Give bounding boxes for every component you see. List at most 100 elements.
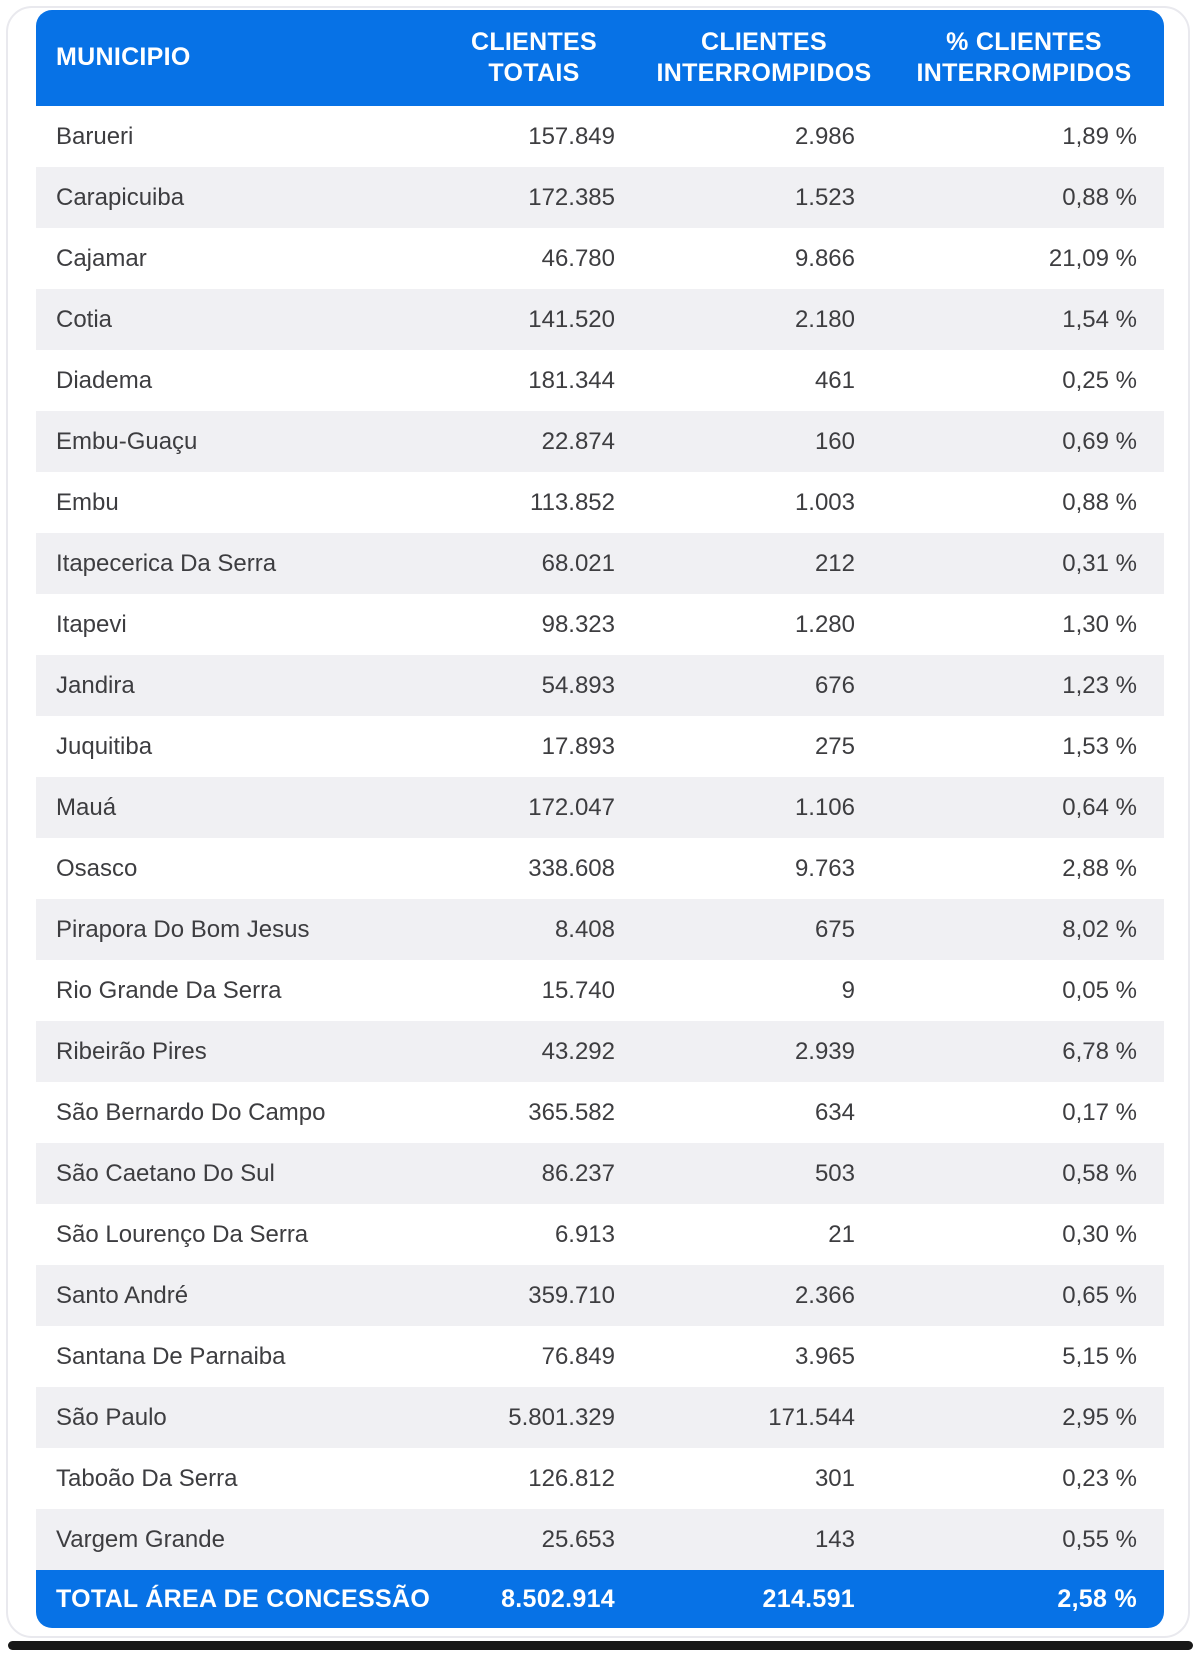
municipality-cell: Embu [56,488,119,516]
table-row: Juquitiba 17.893 275 1,53 % [36,716,1164,777]
pct-interrompidos-cell: 0,30 % [1062,1220,1137,1248]
table-header-row: MUNICIPIO CLIENTES TOTAIS CLIENTES INTER… [36,10,1164,106]
pct-interrompidos-cell: 6,78 % [1062,1037,1137,1065]
clientes-interrompidos-cell: 461 [814,366,855,394]
municipality-cell: São Bernardo Do Campo [56,1098,326,1126]
table-row: Embu 113.852 1.003 0,88 % [36,472,1164,533]
clientes-interrompidos-cell: 3.965 [794,1342,855,1370]
municipality-cell: Santana De Parnaiba [56,1342,286,1370]
clientes-interrompidos-cell: 2.180 [794,305,855,333]
pct-interrompidos-cell: 21,09 % [1048,244,1137,272]
municipality-cell: Santo André [56,1281,189,1309]
municipality-cell: Osasco [56,854,138,882]
clientes-interrompidos-cell: 212 [814,549,855,577]
table-row: Barueri 157.849 2.986 1,89 % [36,106,1164,167]
clientes-totais-cell: 98.323 [541,610,615,638]
table-row: Cajamar 46.780 9.866 21,09 % [36,228,1164,289]
municipality-cell: São Caetano Do Sul [56,1159,275,1187]
clientes-totais-cell: 76.849 [541,1342,615,1370]
clientes-interrompidos-cell: 9.866 [794,244,855,272]
clientes-totais-cell: 5.801.329 [508,1403,615,1431]
col-header-clientes-interrompidos: CLIENTES INTERROMPIDOS [656,27,872,87]
pct-interrompidos-cell: 0,25 % [1062,366,1137,394]
col-header-pct-interrompidos: % CLIENTES INTERROMPIDOS [916,27,1132,87]
municipality-cell: Taboão Da Serra [56,1464,238,1492]
municipality-cell: Carapicuiba [56,183,185,211]
table-row: Mauá 172.047 1.106 0,64 % [36,777,1164,838]
clientes-interrompidos-cell: 275 [814,732,855,760]
municipality-cell: Jandira [56,671,135,699]
table-row: Ribeirão Pires 43.292 2.939 6,78 % [36,1021,1164,1082]
clientes-totais-cell: 68.021 [541,549,615,577]
table-row: Diadema 181.344 461 0,25 % [36,350,1164,411]
table-row: Itapevi 98.323 1.280 1,30 % [36,594,1164,655]
clientes-interrompidos-cell: 9 [841,976,855,1004]
clientes-totais-cell: 8.408 [554,915,615,943]
municipality-cell: Cajamar [56,244,147,272]
municipality-cell: São Lourenço Da Serra [56,1220,309,1248]
col-header-clientes-totais: CLIENTES TOTAIS [470,27,598,87]
clientes-interrompidos-cell: 2.939 [794,1037,855,1065]
table-row: Jandira 54.893 676 1,23 % [36,655,1164,716]
table-row: Embu-Guaçu 22.874 160 0,69 % [36,411,1164,472]
pct-interrompidos-cell: 1,54 % [1062,305,1137,333]
clientes-totais-cell: 141.520 [528,305,615,333]
clientes-totais-cell: 43.292 [541,1037,615,1065]
pct-interrompidos-cell: 0,64 % [1062,793,1137,821]
clientes-totais-cell: 25.653 [541,1525,615,1553]
pct-interrompidos-cell: 0,69 % [1062,427,1137,455]
table-row: Santo André 359.710 2.366 0,65 % [36,1265,1164,1326]
pct-interrompidos-cell: 0,05 % [1062,976,1137,1004]
clientes-interrompidos-cell: 1.003 [794,488,855,516]
clientes-totais-cell: 172.047 [528,793,615,821]
municipios-table: MUNICIPIO CLIENTES TOTAIS CLIENTES INTER… [36,10,1164,1628]
table-row: Osasco 338.608 9.763 2,88 % [36,838,1164,899]
clientes-interrompidos-cell: 1.106 [794,793,855,821]
clientes-totais-cell: 22.874 [541,427,615,455]
municipality-cell: Itapecerica Da Serra [56,549,277,577]
clientes-interrompidos-cell: 160 [814,427,855,455]
clientes-interrompidos-cell: 2.366 [794,1281,855,1309]
municipality-cell: Embu-Guaçu [56,427,198,455]
clientes-totais-cell: 17.893 [541,732,615,760]
clientes-interrompidos-cell: 634 [814,1098,855,1126]
clientes-totais-cell: 365.582 [528,1098,615,1126]
clientes-totais-cell: 15.740 [541,976,615,1004]
pct-interrompidos-cell: 1,23 % [1062,671,1137,699]
total-pct-interrompidos: 2,58 % [1057,1584,1137,1613]
pct-interrompidos-cell: 0,55 % [1062,1525,1137,1553]
municipality-cell: Cotia [56,305,113,333]
table-row: São Paulo 5.801.329 171.544 2,95 % [36,1387,1164,1448]
municipality-cell: Vargem Grande [56,1525,225,1553]
clientes-interrompidos-cell: 21 [828,1220,855,1248]
clientes-interrompidos-cell: 675 [814,915,855,943]
municipality-cell: Juquitiba [56,732,153,760]
total-row: TOTAL ÁREA DE CONCESSÃO 8.502.914 214.59… [36,1570,1164,1628]
clientes-totais-cell: 113.852 [530,488,615,516]
clientes-interrompidos-cell: 1.280 [794,610,855,638]
clientes-totais-cell: 86.237 [541,1159,615,1187]
municipality-cell: Itapevi [56,610,127,638]
clientes-totais-cell: 181.344 [528,366,615,394]
table-row: Cotia 141.520 2.180 1,54 % [36,289,1164,350]
pct-interrompidos-cell: 2,95 % [1062,1403,1137,1431]
pct-interrompidos-cell: 0,17 % [1062,1098,1137,1126]
municipality-cell: Ribeirão Pires [56,1037,207,1065]
bottom-border-bar [8,1641,1193,1650]
municipality-cell: Mauá [56,793,117,821]
clientes-totais-cell: 172.385 [528,183,615,211]
pct-interrompidos-cell: 1,30 % [1062,610,1137,638]
clientes-interrompidos-cell: 1.523 [794,183,855,211]
total-clientes-totais: 8.502.914 [501,1584,615,1613]
pct-interrompidos-cell: 5,15 % [1062,1342,1137,1370]
municipality-cell: Pirapora Do Bom Jesus [56,915,310,943]
table-row: Taboão Da Serra 126.812 301 0,23 % [36,1448,1164,1509]
clientes-interrompidos-cell: 2.986 [794,122,855,150]
pct-interrompidos-cell: 0,58 % [1062,1159,1137,1187]
pct-interrompidos-cell: 8,02 % [1062,915,1137,943]
table-row: São Lourenço Da Serra 6.913 21 0,30 % [36,1204,1164,1265]
total-label: TOTAL ÁREA DE CONCESSÃO [56,1584,431,1613]
clientes-totais-cell: 157.849 [528,122,615,150]
pct-interrompidos-cell: 1,89 % [1062,122,1137,150]
total-clientes-interrompidos: 214.591 [762,1584,855,1613]
